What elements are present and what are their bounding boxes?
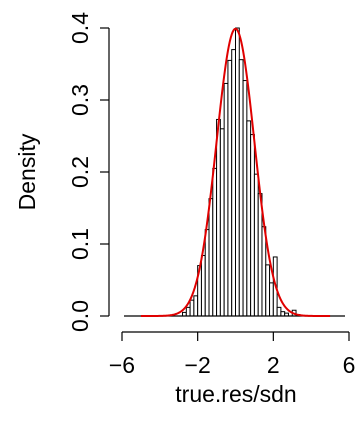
y-axis: 0.0 0.1 0.2 0.3 0.4 bbox=[67, 12, 110, 332]
histogram-bar bbox=[231, 49, 237, 317]
x-axis: −6 −2 2 6 bbox=[109, 331, 356, 378]
histogram-bar bbox=[261, 226, 267, 317]
y-tick-label: 0.4 bbox=[67, 12, 93, 44]
histogram-bar bbox=[246, 120, 252, 317]
y-axis-title: Density bbox=[14, 133, 40, 210]
histogram-bar bbox=[219, 128, 225, 317]
histogram-bar bbox=[238, 59, 244, 317]
histogram-bar bbox=[250, 134, 255, 317]
histogram-bar bbox=[189, 299, 195, 317]
histogram-bar bbox=[280, 311, 286, 317]
histogram-bar bbox=[269, 282, 274, 317]
histogram-bar bbox=[253, 173, 259, 317]
y-tick-label: 0.3 bbox=[67, 84, 93, 116]
histogram-bar bbox=[193, 295, 199, 317]
x-tick-label: 6 bbox=[343, 352, 356, 378]
histogram-bar bbox=[212, 167, 218, 317]
histogram-bar bbox=[200, 255, 206, 317]
histogram-bar bbox=[227, 59, 233, 317]
y-tick-label: 0.0 bbox=[67, 300, 93, 332]
x-axis-title: true.res/sdn bbox=[175, 381, 296, 407]
x-tick-label: −6 bbox=[109, 352, 135, 378]
y-tick-label: 0.2 bbox=[67, 156, 93, 188]
y-tick-label: 0.1 bbox=[67, 228, 93, 260]
histogram-bar bbox=[257, 193, 263, 317]
histogram-bar bbox=[216, 118, 221, 317]
histogram-bar bbox=[208, 198, 214, 317]
histogram-bar bbox=[185, 306, 191, 317]
histogram-bars bbox=[124, 27, 345, 317]
histogram-bar bbox=[223, 82, 229, 317]
histogram-bar bbox=[276, 306, 282, 317]
normal-density-curve bbox=[140, 27, 331, 317]
histogram-bar bbox=[235, 27, 240, 317]
histogram-bar bbox=[204, 229, 210, 317]
histogram-bar bbox=[265, 264, 271, 317]
x-tick-label: 2 bbox=[267, 352, 280, 378]
histogram-bar bbox=[242, 80, 248, 317]
x-tick-label: −2 bbox=[185, 352, 211, 378]
